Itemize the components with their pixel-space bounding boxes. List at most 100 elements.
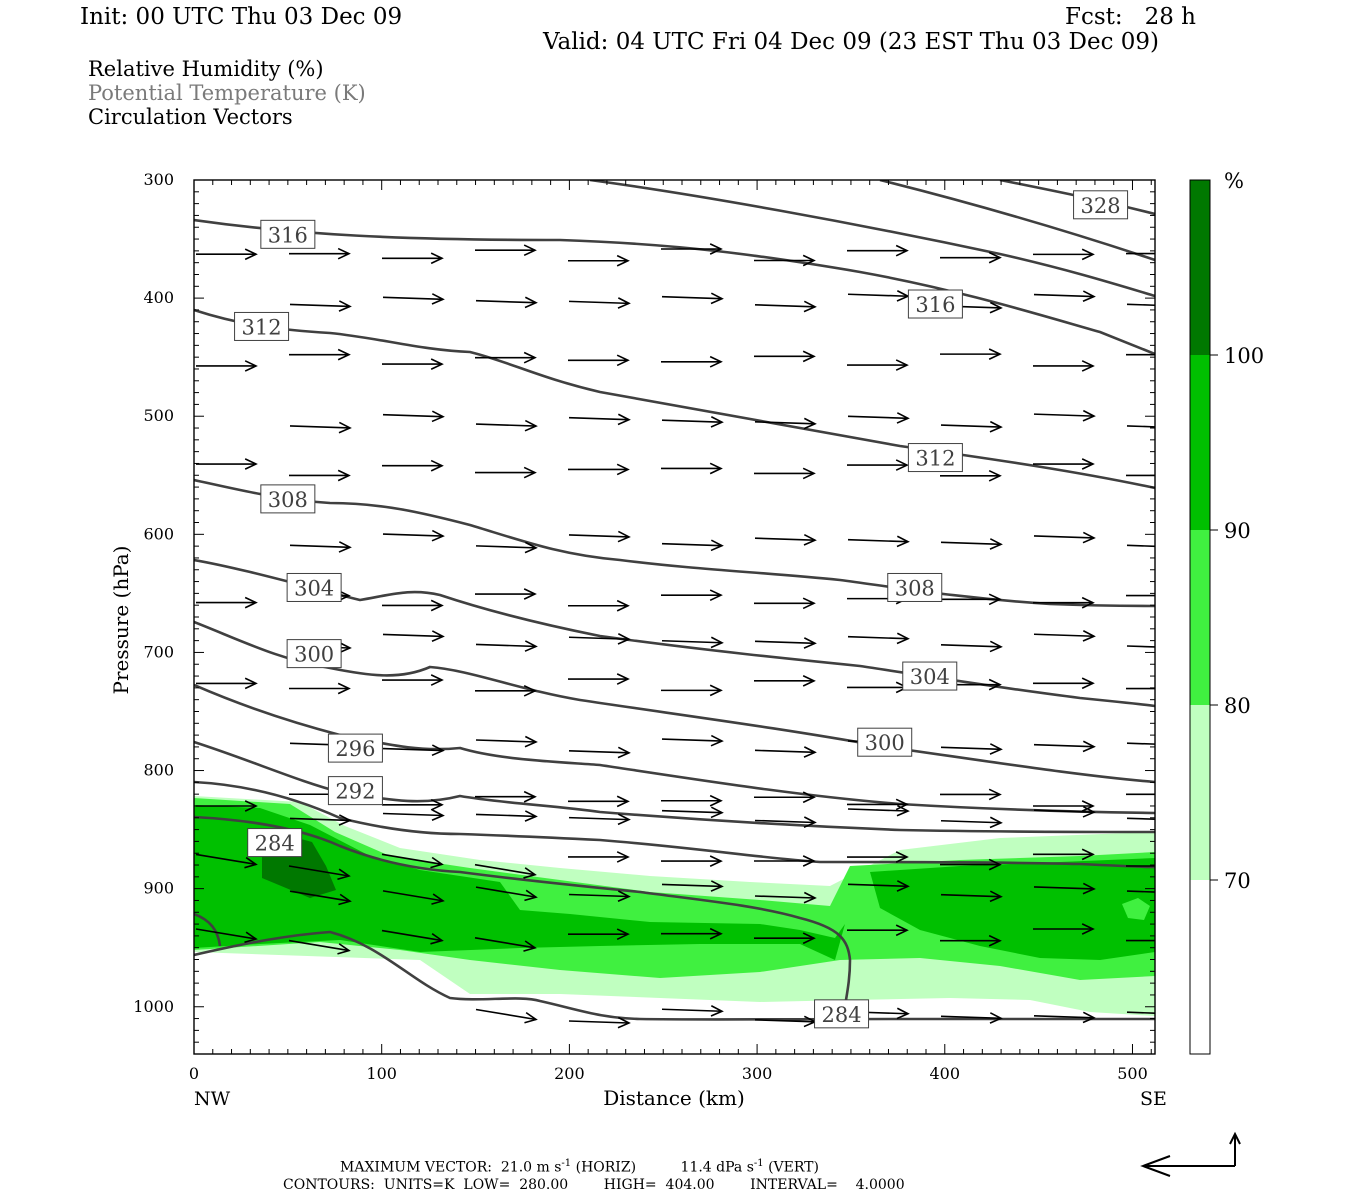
- wind-vector: [289, 300, 352, 312]
- colorbar-frame: [1189, 179, 1211, 1055]
- wind-vector: [196, 596, 258, 609]
- wind-vector: [1033, 848, 1095, 861]
- wind-vector: [381, 929, 444, 945]
- wind-vector: [754, 816, 817, 828]
- wind-vector: [382, 410, 445, 423]
- wind-vector: [1033, 409, 1096, 422]
- contour-label: 308: [887, 572, 943, 602]
- wind-vector: [940, 1012, 1003, 1024]
- wind-vector: [661, 243, 723, 255]
- wind-vector: [1033, 1011, 1096, 1024]
- colorbar-bin-below-70: [1190, 880, 1210, 1054]
- x-tick-label: 200: [554, 1064, 585, 1083]
- contour-label: 304: [902, 661, 958, 691]
- wind-vector: [195, 928, 258, 944]
- contour-label: 316: [260, 219, 316, 249]
- wind-vector: [754, 254, 816, 267]
- wind-vector: [568, 746, 631, 759]
- init-time: Init: 00 UTC Thu 03 Dec 09: [80, 4, 403, 30]
- wind-vector: [288, 865, 351, 881]
- wind-vector: [940, 348, 1002, 360]
- wind-vector: [382, 890, 445, 905]
- contour-labels: 316 328 316 312 312 308 304 308 300 304 300 296 292 2…: [234, 190, 1129, 1029]
- svg-text:300: 300: [294, 643, 334, 667]
- wind-vector: [754, 534, 817, 546]
- wind-vector: [1033, 882, 1096, 895]
- wind-vector: [661, 462, 723, 475]
- wind-vector: [1126, 890, 1155, 893]
- legend-circulation-vectors: Circulation Vectors: [88, 105, 293, 129]
- y-tick-label: 500: [143, 406, 174, 425]
- se-label: SE: [1140, 1088, 1167, 1110]
- wind-vector: [847, 798, 909, 811]
- contour-284-ground: [194, 930, 1155, 1021]
- y-tick-label: 600: [143, 524, 174, 543]
- wind-vector: [196, 458, 258, 470]
- wind-vector: [474, 937, 537, 952]
- wind-vector: [382, 358, 444, 370]
- wind-vector: [475, 684, 537, 697]
- wind-vector: [196, 360, 258, 372]
- svg-text:284: 284: [255, 832, 295, 856]
- colorbar-label-70: 70: [1224, 869, 1251, 893]
- wind-vector: [754, 791, 816, 804]
- svg-text:292: 292: [335, 780, 375, 804]
- wind-vector: [847, 244, 909, 257]
- wind-vector: [1126, 425, 1155, 428]
- wind-vector: [475, 351, 537, 364]
- wind-vector: [661, 927, 723, 940]
- wind-vector: [289, 247, 351, 260]
- wind-vector: [847, 459, 909, 471]
- wind-vector: [754, 467, 816, 480]
- contour-288: [194, 780, 1155, 869]
- wind-vector: [940, 593, 1002, 606]
- wind-vector: [568, 673, 630, 685]
- wind-vector: [289, 541, 352, 553]
- wind-vector: [381, 853, 444, 869]
- contour-320: [589, 180, 1155, 298]
- wind-vector: [382, 674, 444, 686]
- legend-relative-humidity: Relative Humidity (%): [88, 57, 324, 81]
- wind-vector: [382, 293, 445, 305]
- forecast-hour: Fcst: 28 h: [1065, 4, 1196, 30]
- wind-vector: [1126, 303, 1155, 307]
- wind-vector: [661, 355, 723, 368]
- wind-vector: [568, 354, 630, 367]
- y-tick-label: 400: [143, 288, 174, 307]
- x-tick-labels: 0 100 200 300 400 500: [189, 1064, 1148, 1083]
- colorbar-label-90: 90: [1224, 519, 1251, 543]
- wind-vector: [1126, 645, 1155, 648]
- contour-label: 284: [814, 999, 870, 1029]
- wind-vector: [475, 790, 537, 803]
- wind-vector: [754, 675, 816, 687]
- svg-text:316: 316: [268, 223, 308, 247]
- wind-vector: [289, 421, 352, 434]
- wind-vector: [661, 636, 724, 649]
- wind-vector: [1126, 687, 1155, 690]
- wind-vector: [754, 637, 817, 649]
- y-tick-labels: 300 400 500 600 700 800 900 1000: [133, 170, 174, 1016]
- wind-vector: [568, 599, 630, 612]
- svg-text:296: 296: [335, 737, 375, 761]
- y-axis-label: Pressure (hPa): [109, 546, 133, 695]
- wind-vector: [1126, 252, 1155, 255]
- wind-vector: [382, 809, 445, 822]
- contour-label: 308: [260, 484, 316, 514]
- wind-vector: [1126, 742, 1155, 745]
- colorbar: % 70 80 90 100: [1189, 169, 1264, 1055]
- svg-text:308: 308: [895, 576, 935, 600]
- wind-vector: [847, 632, 910, 645]
- contour-308: [194, 478, 1155, 608]
- wind-vector: [754, 891, 817, 904]
- x-axis-label: Distance (km): [603, 1086, 745, 1110]
- wind-vector: [661, 1005, 724, 1017]
- wind-vector: [661, 684, 723, 697]
- wind-vector: [1033, 800, 1095, 812]
- contour-label: 300: [857, 727, 913, 757]
- wind-vector: [1033, 677, 1095, 690]
- rh-90-region: [194, 805, 1155, 960]
- reference-vector: [1140, 1131, 1241, 1177]
- wind-vector: [847, 412, 910, 424]
- wind-vector: [847, 924, 909, 937]
- x-tick-label: 400: [930, 1064, 961, 1083]
